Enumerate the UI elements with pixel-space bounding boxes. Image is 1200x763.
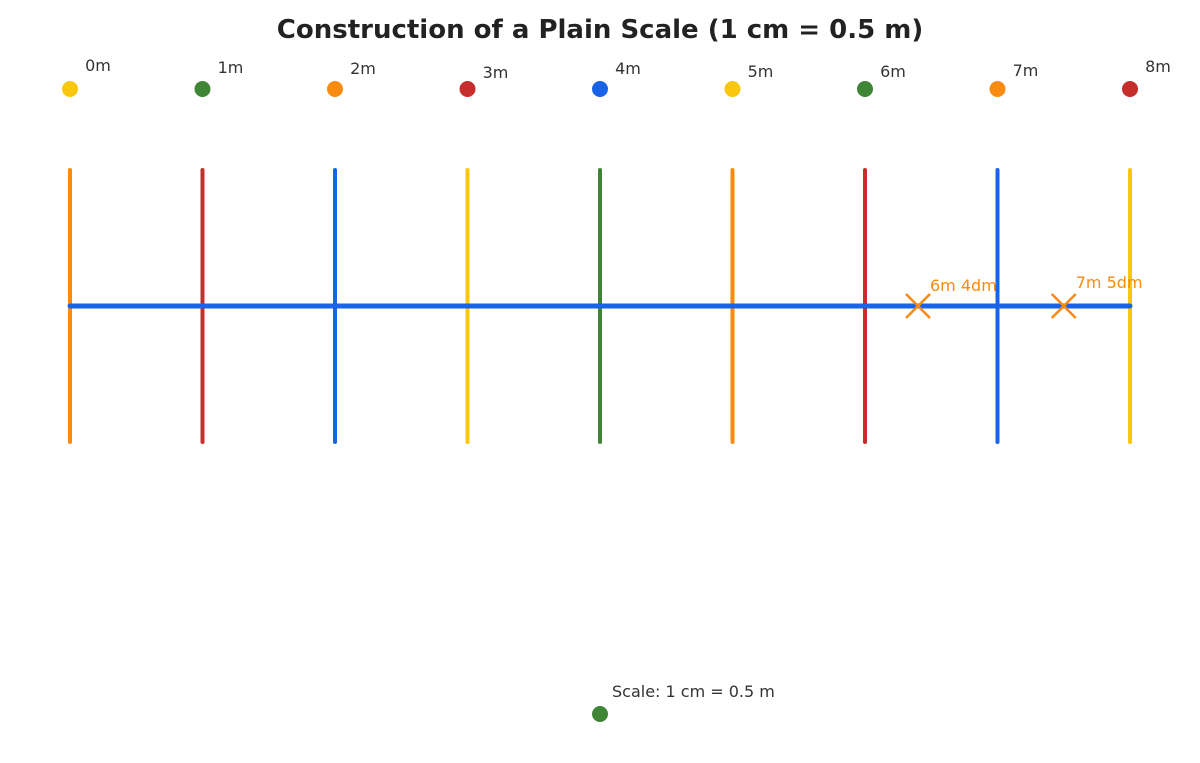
division-dot-6m xyxy=(857,81,873,97)
division-dot-1m xyxy=(194,81,211,97)
division-label-1m: 1m xyxy=(218,58,244,77)
cross-icon xyxy=(905,293,931,319)
division-dot-4m xyxy=(592,81,608,97)
division-dot-8m xyxy=(1122,81,1138,97)
measurement-marks: 6m 4dm 7m 5dm xyxy=(905,273,1143,319)
division-label-3m: 3m xyxy=(483,63,509,82)
division-label-2m: 2m xyxy=(350,59,376,78)
division-label-5m: 5m xyxy=(748,62,774,81)
division-dot-2m xyxy=(327,81,343,97)
measure-mark-7m-5dm: 7m 5dm xyxy=(1050,273,1143,319)
division-dot-7m xyxy=(989,81,1006,97)
division-markers xyxy=(62,81,1138,97)
division-label-4m: 4m xyxy=(615,59,641,78)
division-label-8m: 8m xyxy=(1145,57,1171,76)
scale-note-label: Scale: 1 cm = 0.5 m xyxy=(612,682,775,701)
division-dot-0m xyxy=(62,81,78,97)
scale-note-dot xyxy=(592,706,608,722)
cross-icon xyxy=(1050,293,1077,319)
measure-mark-label: 7m 5dm xyxy=(1076,273,1143,292)
diagram-title: Construction of a Plain Scale (1 cm = 0.… xyxy=(277,15,923,45)
division-label-7m: 7m xyxy=(1013,61,1039,80)
division-label-6m: 6m xyxy=(880,62,906,81)
division-dot-3m xyxy=(459,81,476,97)
division-dot-5m xyxy=(724,81,741,97)
division-labels: 0m 1m 2m 3m 4m 5m 6m 7m 8m xyxy=(85,56,1171,82)
division-label-0m: 0m xyxy=(85,56,111,75)
measure-mark-6m-4dm: 6m 4dm xyxy=(905,276,997,319)
measure-mark-label: 6m 4dm xyxy=(930,276,997,295)
